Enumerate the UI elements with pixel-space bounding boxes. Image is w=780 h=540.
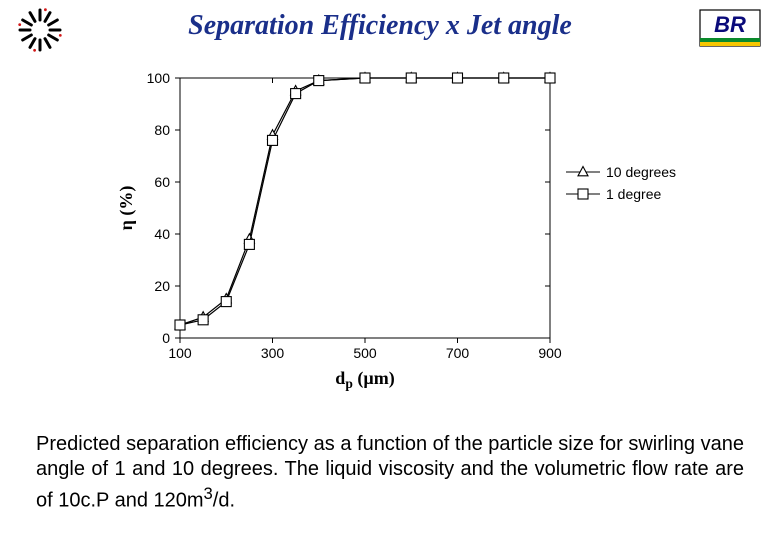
svg-text:60: 60 <box>154 174 170 190</box>
svg-text:40: 40 <box>154 226 170 242</box>
svg-text:0: 0 <box>162 330 170 346</box>
logo-left <box>18 8 62 52</box>
svg-text:20: 20 <box>154 278 170 294</box>
slide-title: Separation Efficiency x Jet angle <box>62 8 698 42</box>
svg-text:100: 100 <box>168 345 192 361</box>
svg-text:BR: BR <box>714 12 746 37</box>
svg-text:300: 300 <box>261 345 285 361</box>
svg-text:80: 80 <box>154 122 170 138</box>
caption-text: Predicted separation efficiency as a fun… <box>36 432 744 514</box>
caption-sup: 3 <box>204 484 213 503</box>
svg-text:1 degree: 1 degree <box>606 186 661 202</box>
svg-text:dp (µm): dp (µm) <box>335 368 394 391</box>
svg-text:700: 700 <box>446 345 470 361</box>
caption-post: /d. <box>213 489 235 511</box>
caption-pre: Predicted separation efficiency as a fun… <box>36 433 744 512</box>
logo-right-petrobras: BR <box>698 8 762 52</box>
svg-text:900: 900 <box>538 345 562 361</box>
svg-text:100: 100 <box>147 70 171 86</box>
header: Separation Efficiency x Jet angle BR <box>0 0 780 58</box>
svg-text:10 degrees: 10 degrees <box>606 164 676 180</box>
svg-text:500: 500 <box>353 345 377 361</box>
efficiency-chart: 100 300 500 700 900 0 20 40 60 80 100 η (%) dp (µm) 1… <box>90 64 690 394</box>
svg-text:η (%): η (%) <box>116 186 137 231</box>
